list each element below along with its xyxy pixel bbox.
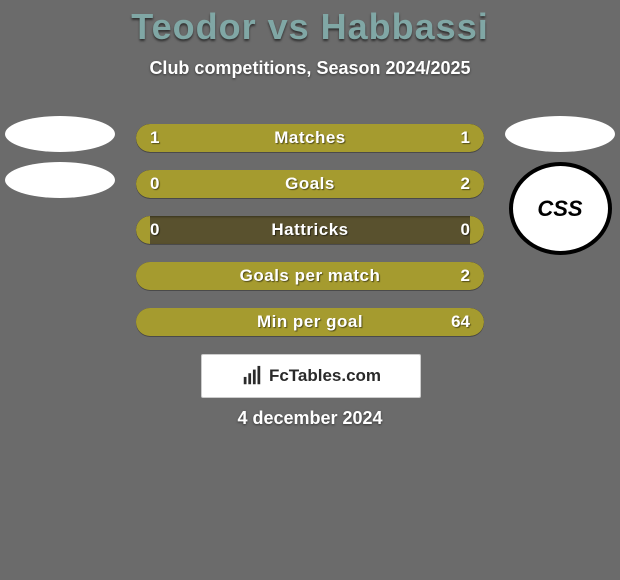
stat-label: Hattricks — [210, 220, 410, 240]
right-logos: CSS — [500, 116, 620, 255]
stat-row: Goals per match2 — [136, 262, 484, 290]
stat-label: Min per goal — [210, 312, 410, 332]
team-logo-ellipse — [505, 116, 615, 152]
stat-left-value: 0 — [136, 174, 210, 194]
site-badge[interactable]: FcTables.com — [201, 354, 421, 398]
stat-bars: 1Matches10Goals20Hattricks0Goals per mat… — [136, 124, 484, 354]
team-logo-ellipse — [5, 116, 115, 152]
team-logo-ellipse — [5, 162, 115, 198]
stat-right-value: 64 — [410, 312, 484, 332]
stat-label: Goals — [210, 174, 410, 194]
stat-row: 1Matches1 — [136, 124, 484, 152]
stat-right-value: 0 — [410, 220, 484, 240]
left-logos — [0, 116, 120, 198]
site-badge-text: FcTables.com — [269, 366, 381, 386]
stat-right-value: 1 — [410, 128, 484, 148]
team-logo-css: CSS — [509, 162, 612, 255]
stat-label: Goals per match — [210, 266, 410, 286]
stat-left-value: 1 — [136, 128, 210, 148]
stat-left-value: 0 — [136, 220, 210, 240]
stat-right-value: 2 — [410, 174, 484, 194]
stat-row: 0Hattricks0 — [136, 216, 484, 244]
comparison-card: Teodor vs Habbassi Club competitions, Se… — [0, 0, 620, 580]
stat-right-value: 2 — [410, 266, 484, 286]
chart-icon — [241, 365, 263, 387]
stat-row: 0Goals2 — [136, 170, 484, 198]
date-label: 4 december 2024 — [0, 408, 620, 429]
subtitle: Club competitions, Season 2024/2025 — [0, 58, 620, 79]
stat-label: Matches — [210, 128, 410, 148]
stat-row: Min per goal64 — [136, 308, 484, 336]
page-title: Teodor vs Habbassi — [0, 0, 620, 48]
